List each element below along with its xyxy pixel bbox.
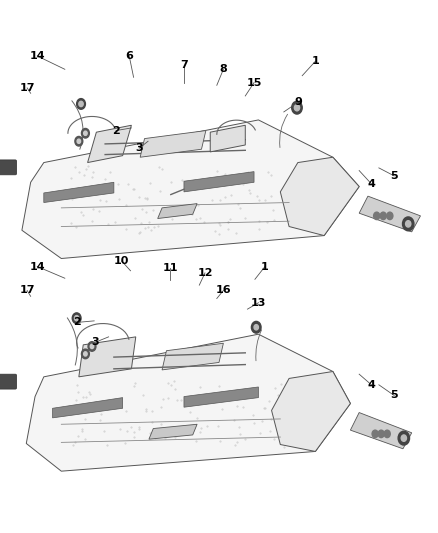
Circle shape: [372, 430, 378, 438]
Text: 7: 7: [180, 60, 188, 70]
Text: 15: 15: [246, 78, 262, 87]
Circle shape: [378, 430, 384, 438]
Polygon shape: [158, 204, 197, 219]
Circle shape: [384, 430, 390, 438]
Circle shape: [374, 212, 380, 220]
Circle shape: [251, 321, 261, 333]
Circle shape: [79, 101, 83, 107]
Polygon shape: [88, 125, 131, 163]
Text: 2: 2: [73, 318, 81, 327]
Circle shape: [254, 325, 258, 330]
FancyBboxPatch shape: [0, 160, 17, 175]
Text: 9: 9: [294, 98, 302, 107]
Text: 14: 14: [29, 51, 45, 61]
Text: 3: 3: [92, 337, 99, 347]
Circle shape: [294, 104, 300, 111]
Circle shape: [403, 217, 414, 231]
Circle shape: [84, 131, 87, 135]
Text: 2: 2: [112, 126, 120, 135]
Text: 17: 17: [19, 83, 35, 93]
Circle shape: [292, 101, 302, 114]
Circle shape: [380, 212, 386, 220]
FancyBboxPatch shape: [0, 374, 17, 389]
Polygon shape: [44, 182, 114, 203]
Polygon shape: [22, 120, 359, 259]
Polygon shape: [53, 398, 123, 418]
Text: 1: 1: [311, 56, 319, 66]
Text: 5: 5: [390, 171, 398, 181]
Circle shape: [77, 99, 85, 109]
Text: 13: 13: [251, 298, 266, 308]
Circle shape: [81, 349, 89, 359]
Circle shape: [84, 352, 87, 356]
Polygon shape: [280, 157, 359, 236]
Text: 6: 6: [125, 51, 133, 61]
Text: 14: 14: [29, 262, 45, 271]
Text: 5: 5: [390, 391, 398, 400]
Text: 1: 1: [261, 262, 269, 271]
Circle shape: [406, 221, 411, 227]
Circle shape: [88, 342, 96, 351]
Text: 11: 11: [162, 263, 178, 272]
Polygon shape: [79, 337, 136, 377]
Circle shape: [387, 212, 393, 220]
Circle shape: [77, 139, 81, 143]
Polygon shape: [162, 343, 223, 370]
Polygon shape: [140, 131, 206, 157]
Polygon shape: [26, 334, 350, 471]
Circle shape: [401, 435, 406, 441]
Circle shape: [72, 313, 81, 324]
Text: 17: 17: [19, 286, 35, 295]
Polygon shape: [184, 387, 258, 407]
Circle shape: [398, 431, 410, 445]
Text: 12: 12: [197, 268, 213, 278]
Text: 10: 10: [114, 256, 130, 266]
Circle shape: [74, 316, 79, 321]
Text: 4: 4: [367, 380, 375, 390]
Polygon shape: [272, 372, 350, 451]
Text: 16: 16: [215, 286, 231, 295]
Text: 8: 8: [219, 64, 227, 74]
Polygon shape: [359, 196, 420, 232]
Text: 3: 3: [135, 143, 143, 153]
Polygon shape: [184, 172, 254, 192]
Circle shape: [75, 136, 83, 146]
Polygon shape: [210, 125, 245, 152]
Polygon shape: [149, 424, 197, 439]
Circle shape: [90, 344, 94, 349]
Polygon shape: [350, 413, 412, 449]
Circle shape: [81, 128, 89, 138]
Text: 4: 4: [367, 179, 375, 189]
